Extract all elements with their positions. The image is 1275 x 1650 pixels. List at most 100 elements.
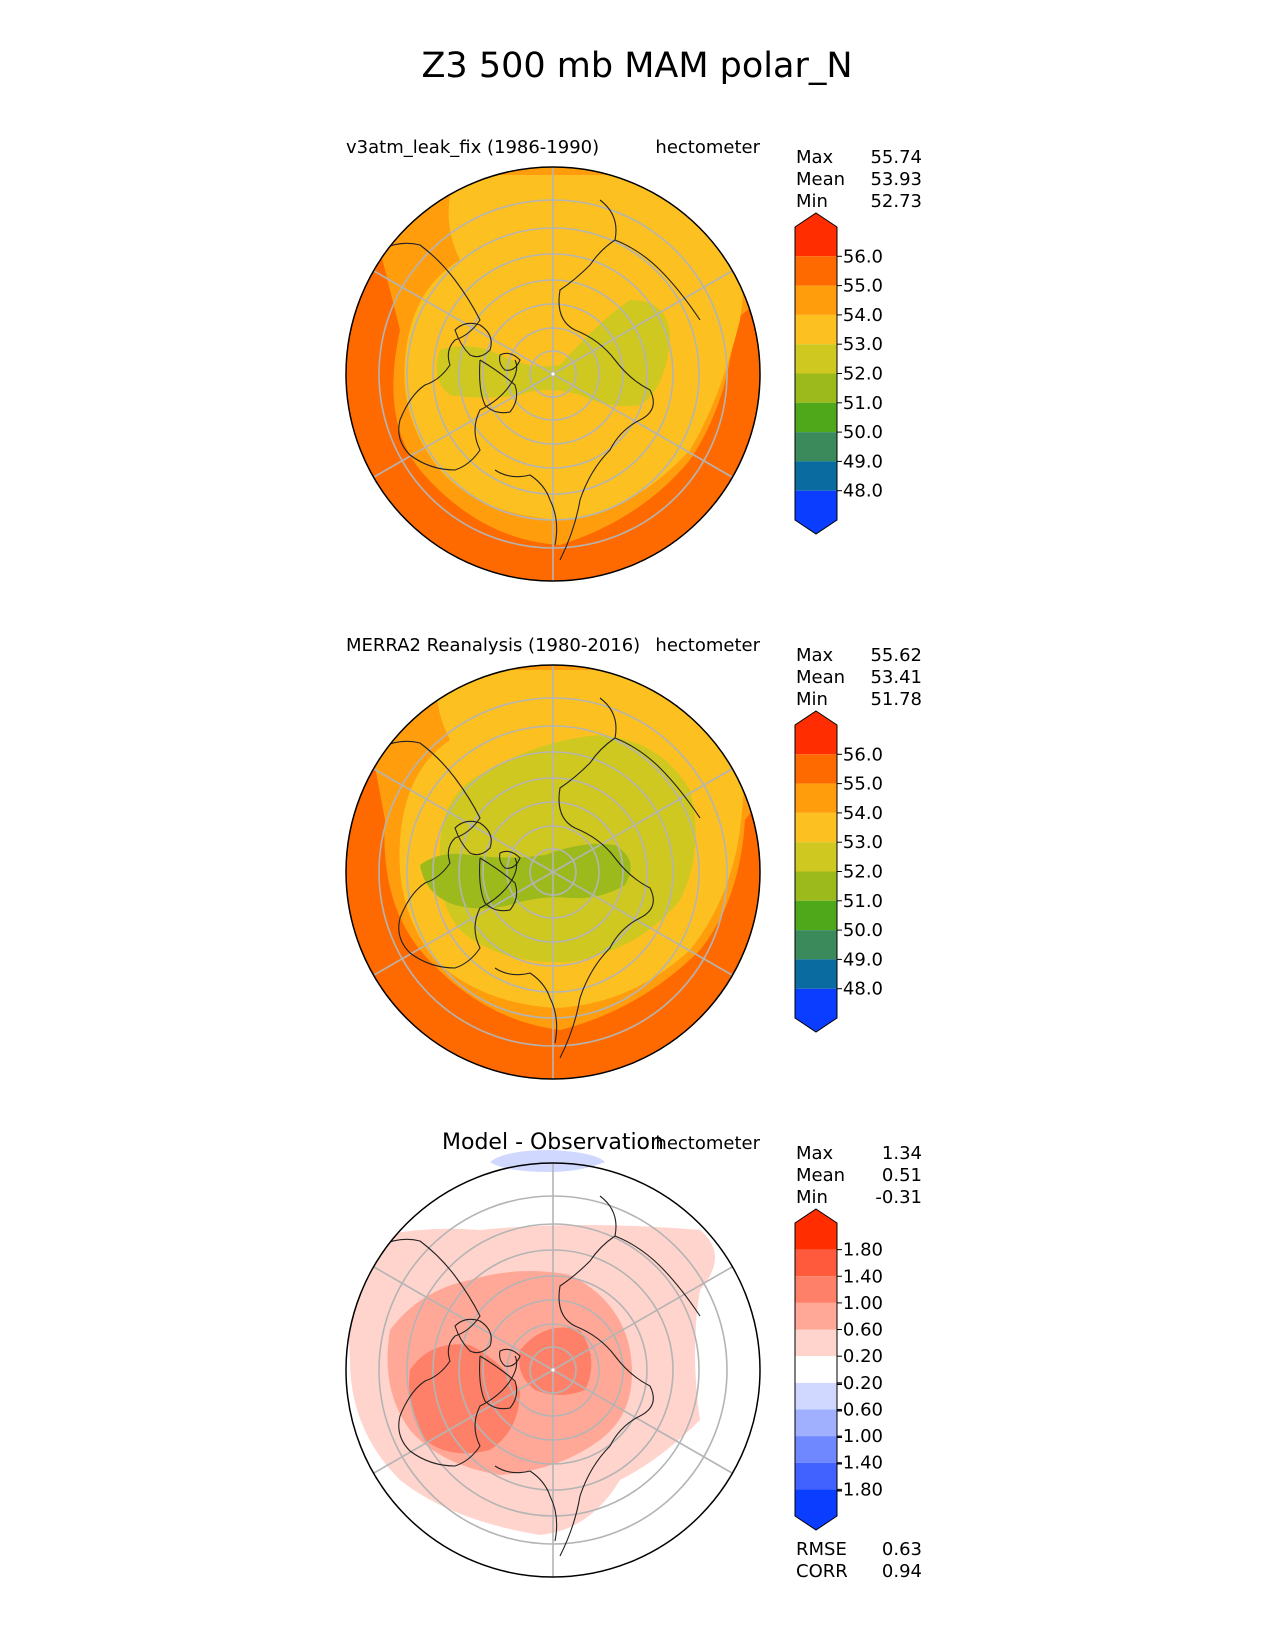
coastline-asia-east	[614, 1235, 701, 1317]
colorbar-segment	[795, 402, 837, 433]
colorbar-tick-label: 53.0	[843, 832, 883, 853]
field-region-52	[436, 300, 670, 407]
colorbar-tick-label: 53.0	[843, 334, 883, 355]
colorbar-tick-label: 1.40	[843, 1266, 883, 1287]
coastline-arctic-islands	[454, 322, 521, 371]
stat-label: Max	[796, 147, 834, 168]
colorbar-outline	[794, 1208, 838, 1531]
colorbar-tick-label: 48.0	[843, 481, 883, 502]
stat-value: 55.62	[870, 645, 922, 666]
stats-block: Max 55.74 Mean 53.93 Min 52.73	[796, 147, 922, 212]
colorbar-segment	[795, 256, 837, 286]
colorbar-segment	[795, 754, 837, 784]
panel-title-left: v3atm_leak_fix (1986-1990)	[346, 137, 599, 158]
colorbar-tick-label: 55.0	[843, 774, 883, 795]
colorbar-tick-label: -1.40	[836, 1453, 883, 1474]
colorbar-tick-label: 56.0	[843, 744, 883, 765]
panel-units: hectometer	[655, 137, 760, 158]
meridian-line	[373, 1266, 554, 1371]
colorbar-segment	[795, 812, 837, 843]
panel-difference: Model - Observation hectometer	[345, 1130, 922, 1582]
stat-value: 55.74	[870, 147, 922, 168]
colorbar-tick-label: 50.0	[843, 422, 883, 443]
colorbar-segment	[795, 1409, 837, 1437]
coastline-eurasia	[558, 199, 654, 561]
colorbar-segment	[795, 1302, 837, 1330]
coastline-europe	[494, 469, 558, 546]
stat-label: Min	[796, 1187, 828, 1208]
extra-stats-block: RMSE 0.63 CORR 0.94	[796, 1539, 922, 1582]
coastline-north-america	[379, 740, 518, 969]
colorbar-segment	[795, 988, 837, 1032]
stats-block: Max 1.34 Mean 0.51 Min -0.31	[796, 1143, 922, 1208]
stat-label: Max	[796, 1143, 834, 1164]
colorbar-segment	[795, 1462, 837, 1490]
coastline-greenland	[479, 359, 518, 414]
colorbar-tick-label: 54.0	[843, 305, 883, 326]
colorbar-segment	[795, 1436, 837, 1463]
colorbar-tick-label: 49.0	[843, 451, 883, 472]
field-region-55	[346, 250, 760, 581]
colorbar-segment	[795, 490, 837, 534]
coastline-north-america	[379, 242, 518, 471]
stat-value: 52.73	[870, 191, 922, 212]
colorbar-segment	[795, 314, 837, 345]
coastline-arctic-islands	[454, 820, 521, 869]
map-outline	[345, 664, 761, 1080]
map-outline	[345, 1162, 761, 1578]
stat-value: -0.31	[875, 1187, 922, 1208]
stat-value: 1.34	[882, 1143, 922, 1164]
colorbar: 1.80 1.40 1.00 0.60 0.20 -0.20 -0.60 -1.00 -1.40…	[794, 1208, 883, 1531]
colorbar-segment	[795, 900, 837, 931]
colorbar-segment	[795, 373, 837, 403]
map-outline	[345, 166, 761, 582]
coastline-asia-east	[614, 239, 701, 321]
colorbar-tick-label: -0.60	[836, 1399, 883, 1420]
colorbar-tick-label: -0.20	[836, 1373, 883, 1394]
figure-title: Z3 500 mb MAM polar_N	[421, 46, 852, 86]
field-region-1-0	[409, 1327, 592, 1454]
meridian-line	[373, 1369, 554, 1474]
colorbar-segment	[795, 432, 837, 462]
stat-value: 0.51	[882, 1165, 922, 1186]
coastline-europe	[494, 1465, 558, 1542]
colorbar-outline	[794, 212, 838, 535]
coastline-europe	[494, 967, 558, 1044]
colorbar-segment	[795, 959, 837, 989]
colorbar-tick-label: 0.20	[843, 1346, 883, 1367]
colorbar-segment	[795, 871, 837, 901]
coastline-asia-east	[614, 737, 701, 819]
colorbar: 56.0 55.0 54.0 53.0 52.0 51.0 50.0 49.0 48.0	[794, 212, 883, 535]
colorbar-segment	[795, 1489, 837, 1530]
colorbar-segment	[795, 783, 837, 813]
stat-label: RMSE	[796, 1539, 847, 1560]
panel-units: hectometer	[655, 1133, 760, 1154]
colorbar-tick-label: 0.60	[843, 1320, 883, 1341]
colorbar-tick-label: 51.0	[843, 393, 883, 414]
colorbar-tick-label: 49.0	[843, 949, 883, 970]
stat-label: Min	[796, 191, 828, 212]
stat-value: 0.63	[882, 1539, 922, 1560]
colorbar-segment	[795, 1329, 837, 1357]
field-region-53	[404, 175, 745, 520]
graticule	[373, 665, 733, 1079]
panel-units: hectometer	[655, 635, 760, 656]
colorbar-segment	[795, 461, 837, 491]
stat-label: Max	[796, 645, 834, 666]
colorbar-tick-label: 1.80	[843, 1240, 883, 1261]
colorbar-segment	[795, 1209, 837, 1250]
graticule	[373, 167, 733, 581]
meridian-line	[552, 1369, 733, 1474]
colorbar-segment	[795, 1382, 837, 1410]
stat-label: Mean	[796, 169, 845, 190]
pole-marker	[551, 1368, 555, 1372]
stat-label: CORR	[796, 1561, 848, 1582]
colorbar-outline	[794, 710, 838, 1033]
coastline-greenland	[479, 1355, 518, 1410]
colorbar-tick-label: 1.00	[843, 1293, 883, 1314]
panel-model: v3atm_leak_fix (1986-1990) hectometer	[345, 137, 922, 582]
meridian-line	[552, 270, 733, 375]
colorbar-segment	[795, 842, 837, 872]
coastlines	[379, 697, 701, 1059]
